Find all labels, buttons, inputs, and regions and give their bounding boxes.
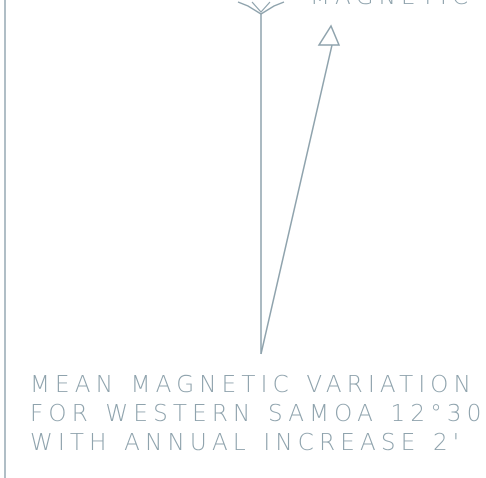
true-north-star-icon	[237, 1, 285, 15]
magnetic-north-line	[260, 44, 333, 355]
variation-note-line-1: MEAN MAGNETIC VARIATION	[30, 372, 476, 398]
variation-note-line-2: FOR WESTERN SAMOA 12°30'E	[30, 401, 486, 427]
magnetic-label: MAGNETIC	[310, 0, 473, 10]
magnetic-north-arrowhead-icon	[317, 24, 341, 46]
magnetic-variation-note: MEAN MAGNETIC VARIATION FOR WESTERN SAMO…	[30, 372, 486, 456]
variation-note-line-3: WITH ANNUAL INCREASE 2'	[30, 430, 464, 456]
